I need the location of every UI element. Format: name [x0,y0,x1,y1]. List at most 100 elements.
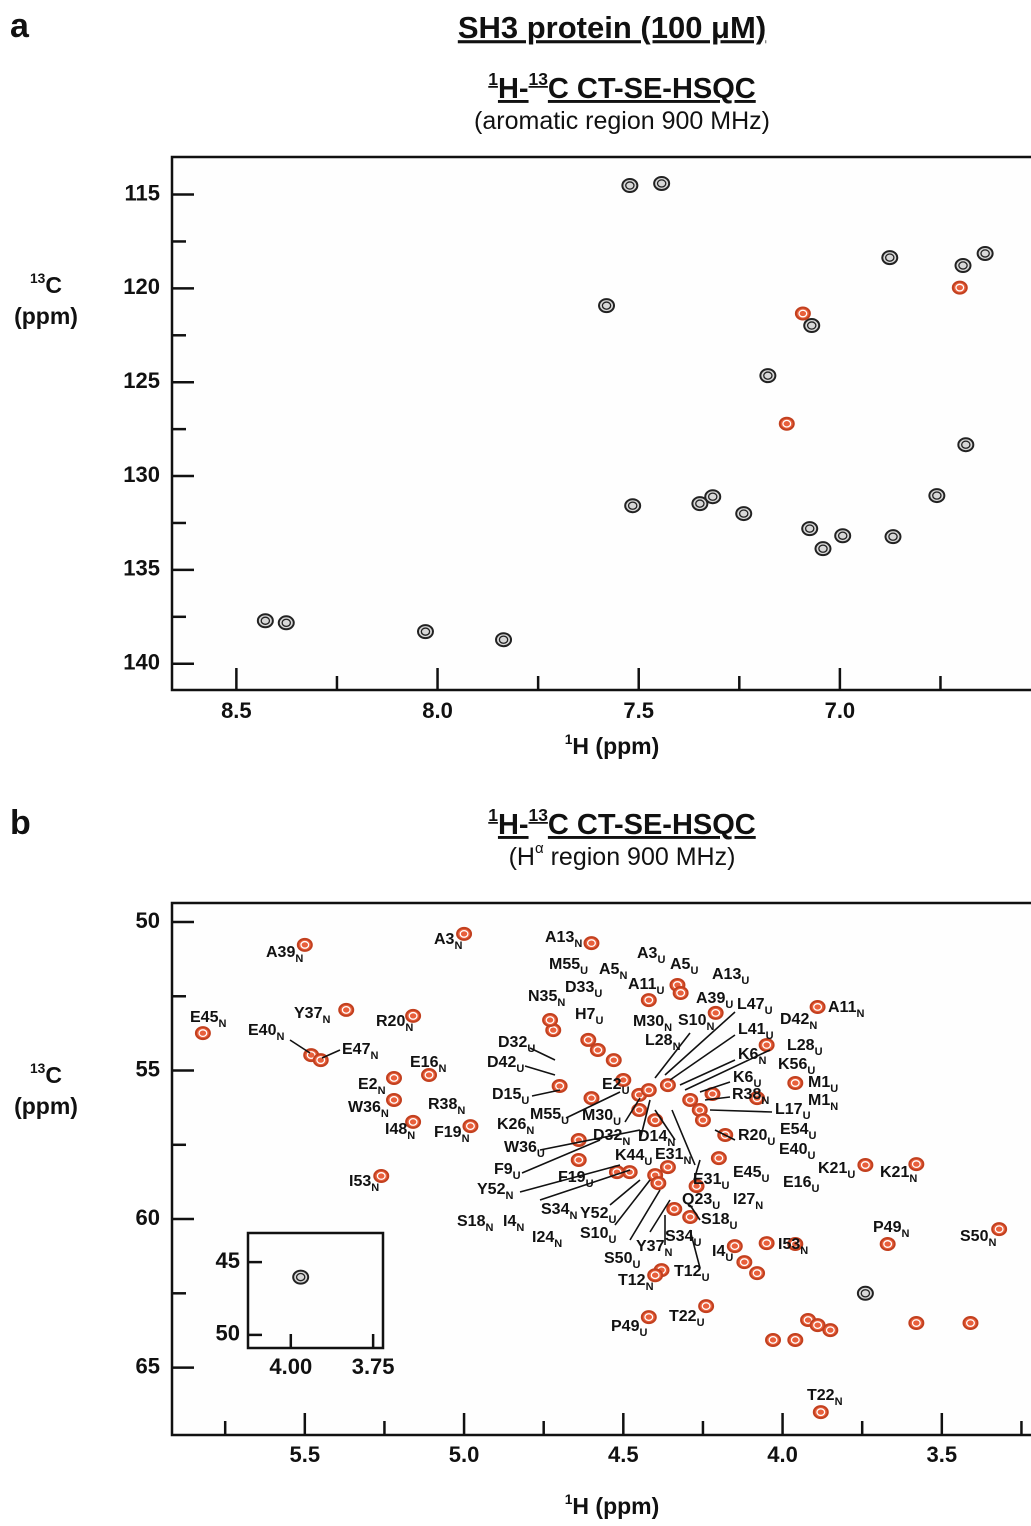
peak-contour [281,618,292,628]
peak-label-state: U [721,1180,729,1192]
peak [812,1405,829,1420]
peak [962,1316,979,1331]
peak-label-state: U [690,965,698,977]
y-axis-label: 13C [30,271,62,298]
peak-contour [574,1155,584,1164]
peak-contour [806,321,817,330]
x-tick-label: 7.5 [623,698,654,723]
peak [373,1168,390,1183]
peak-label-state: U [586,1178,594,1190]
peak-label-name: I24 [532,1229,554,1246]
peak-label: R20U [738,1127,775,1148]
peak-contour [341,1005,351,1014]
peak-label-name: Y37 [636,1238,665,1255]
peak-label: S10U [580,1225,616,1246]
peak-contour [644,1313,654,1322]
peak-label-state: N [901,1228,909,1240]
leader-line [649,1199,671,1233]
peak-label: D42N [780,1011,817,1032]
leader-line [519,1164,621,1193]
leader-line [689,1229,701,1269]
peak-contour [739,1258,749,1267]
peak [694,1113,711,1128]
peak-label-name: I53 [778,1236,800,1253]
peak-label-name: F19 [434,1124,462,1141]
peak-contour [260,616,271,625]
peak [338,1002,355,1017]
peak-label: S10N [678,1012,714,1033]
peak-contour [625,181,635,190]
peak-label-name: E16 [410,1054,439,1071]
peak [659,1160,676,1175]
peak [710,1151,727,1166]
spectrum-title-part: 13 [529,805,549,825]
leader-line [639,1099,651,1141]
panel-letter: a [10,7,30,45]
leader-line [609,1179,641,1206]
y-tick-label: 45 [216,1248,240,1273]
peak-contour [685,1095,695,1104]
peak [640,1310,657,1325]
peak-label: I27N [733,1191,763,1212]
peak-label-name: I48 [385,1121,407,1138]
peak-label: K26N [497,1116,534,1137]
peak-label: L41U [738,1021,774,1042]
peak-label: Q23U [682,1191,720,1212]
peak-label-state: U [807,1065,815,1077]
leader-line [289,1039,311,1054]
peak-label: D14N [638,1128,675,1149]
peak-contour [860,1289,871,1298]
peak [456,926,473,941]
peak-label-name: E40 [779,1141,808,1158]
peak-label: S34N [541,1201,577,1222]
spectrum-subtitle: (Hα region 900 MHz) [509,840,736,870]
peak-label-name: L28 [787,1037,815,1054]
peak [834,528,852,544]
peak [881,250,899,266]
peak-label-state: U [622,1085,630,1097]
peak-label: R20N [376,1013,413,1034]
y-tick-label: 125 [123,368,160,393]
x-axis-label-part: 1 [565,1492,573,1507]
peak-label: T12N [618,1272,654,1293]
peak-label-name: A11 [628,976,657,993]
leader-line [714,1129,736,1141]
peak-label: M1U [808,1074,838,1095]
spectrum-title-part: 1 [488,69,498,89]
peak-label-name: W36 [348,1099,381,1116]
peak-label-name: E31 [693,1171,722,1188]
peak-label-name: I4 [712,1243,725,1260]
peak [421,1067,438,1082]
peak-label-state: U [697,1317,705,1329]
peak-contour [389,1095,399,1104]
peak-label-state: N [505,1190,513,1202]
y-tick-label: 115 [125,180,161,205]
peak [405,1008,422,1023]
peak [749,1266,766,1281]
peak-label-state: U [725,1252,733,1264]
peak-contour [695,499,705,508]
peak-label-name: D15 [492,1086,521,1103]
peak-contour [601,301,612,310]
peak-label-name: S50 [960,1228,989,1245]
peak-label-state: N [462,1133,470,1145]
peak-label-name: Q23 [682,1191,712,1208]
peak [296,937,313,952]
peak [647,1268,664,1283]
peak-label-state: N [569,1210,577,1222]
leader-line [704,1096,731,1101]
peak-contour [420,627,431,636]
peak-label-name: S34 [541,1201,570,1218]
peak-label: S50U [604,1250,640,1271]
peak-contour [695,1106,705,1114]
peak-label: S34U [665,1228,701,1249]
peak-contour [804,524,815,533]
leader-line [689,1204,701,1221]
leader-line [669,1034,736,1081]
peak-label-name: I4 [503,1213,516,1230]
peak-label: N35N [528,988,565,1009]
peak-contour [650,1116,660,1125]
peak [765,1332,782,1347]
peak-contour [730,1242,740,1251]
peak-contour [627,501,638,510]
